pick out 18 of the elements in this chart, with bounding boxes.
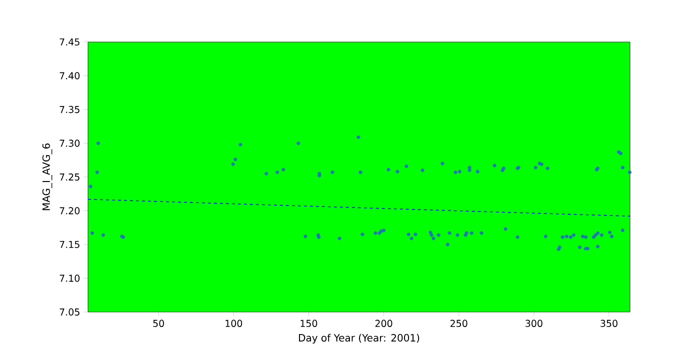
y-tick-label: 7.20 — [60, 207, 80, 214]
y-axis-title: MAG_I_AVG_6 — [42, 144, 52, 210]
y-tick-label: 7.45 — [60, 38, 80, 46]
y-tick-label: 7.15 — [60, 240, 80, 248]
y-tick-label: 7.10 — [60, 274, 80, 282]
y-tick-label: 7.35 — [60, 106, 80, 114]
y-tick-label: 7.25 — [60, 173, 80, 181]
x-tick-label: 250 — [450, 320, 468, 327]
y-tick-label: 7.05 — [60, 308, 80, 316]
x-tick-label: 100 — [226, 320, 242, 327]
y-tick-label: 7.30 — [60, 140, 80, 147]
x-tick-label: 50 — [153, 320, 164, 327]
x-axis-title: Day of Year (Year: 2001) — [299, 334, 420, 344]
x-tick-label: 300 — [526, 320, 542, 327]
y-tick-label: 7.40 — [60, 72, 80, 80]
x-tick-label: 350 — [600, 320, 618, 327]
x-tick-label: 150 — [300, 320, 318, 327]
x-tick-label: 200 — [375, 320, 392, 327]
